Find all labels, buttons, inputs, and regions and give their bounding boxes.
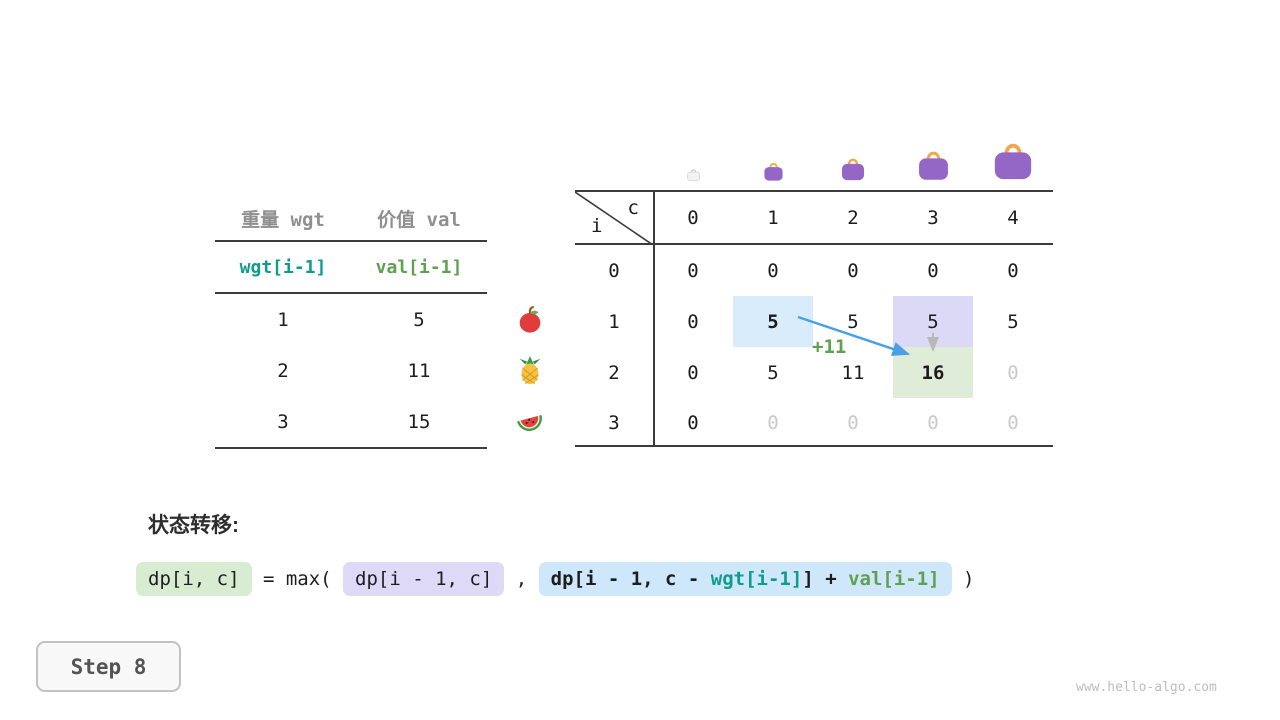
- dp-cell: 0: [927, 411, 939, 434]
- dp-cell: 0: [927, 259, 939, 282]
- item-value: 5: [413, 308, 425, 331]
- empty-bag-icon: [686, 169, 700, 182]
- dp-cell-result-highlight: 16: [893, 347, 973, 398]
- divider: [215, 240, 487, 242]
- take-val: val[i-1]: [848, 568, 940, 590]
- item-value: 15: [407, 410, 431, 433]
- comma-text: ,: [504, 568, 539, 590]
- dp-header-row: c i 0 1 2 3 4: [575, 192, 1053, 245]
- dp-cell: 0: [1007, 411, 1019, 434]
- dp-cell: 11: [841, 361, 865, 384]
- item-weight: 3: [277, 410, 289, 433]
- dp-cell: 0: [767, 259, 779, 282]
- bag-icon: [841, 158, 865, 181]
- dp-cell: 0: [687, 361, 699, 384]
- wgt-formula-label: wgt[i-1]: [239, 256, 327, 278]
- dp-col-header: 0: [687, 206, 699, 229]
- dp-row: 0 0 0 0 0 0: [575, 245, 1053, 296]
- token-dp-skip: dp[i - 1, c]: [343, 562, 505, 596]
- bag-slot-1: [733, 160, 813, 184]
- capacity-axis-label: c: [627, 197, 639, 219]
- transition-formula: dp[i, c] = max( dp[i - 1, c] , dp[i - 1,…: [136, 562, 974, 596]
- dp-cell-source-highlight: 5: [733, 296, 813, 347]
- transition-title: 状态转移:: [148, 514, 239, 537]
- bag-icon: [918, 151, 948, 180]
- dp-row: 2 0 5 11 16 0: [575, 347, 1053, 398]
- diagonal-line: [575, 192, 653, 245]
- bag-icon: [763, 162, 783, 181]
- bag-slot-2: [813, 155, 893, 184]
- item-axis-label: i: [591, 215, 603, 237]
- item-row: 3 15: [215, 396, 487, 447]
- dp-cell-skip-highlight: 5: [893, 296, 973, 347]
- items-table: 重量 wgt 价值 val wgt[i-1] val[i-1] 1 5 2 11…: [215, 196, 487, 449]
- dp-cell: 0: [687, 411, 699, 434]
- dp-col-header: 1: [767, 206, 779, 229]
- dp-row-header: 2: [608, 361, 620, 384]
- bag-slot-4: [973, 138, 1053, 184]
- items-formula-row: wgt[i-1] val[i-1]: [215, 242, 487, 292]
- dp-cell: 0: [767, 411, 779, 434]
- pineapple-icon: [519, 355, 541, 385]
- bag-slot-0: [653, 167, 733, 184]
- divider: [215, 447, 487, 449]
- bag-icon: [994, 143, 1032, 180]
- dp-cell: 0: [847, 259, 859, 282]
- dp-cell: 0: [687, 310, 699, 333]
- weight-column-header: 重量 wgt: [241, 208, 325, 231]
- dp-cell: 0: [1007, 259, 1019, 282]
- dp-row: 3 0 0 0 0 0: [575, 398, 1053, 447]
- dp-row-header: 1: [608, 310, 620, 333]
- items-table-header: 重量 wgt 价值 val: [215, 196, 487, 240]
- take-wgt: wgt[i-1]: [710, 568, 803, 590]
- item-row: 1 5: [215, 294, 487, 345]
- dp-col-header: 3: [927, 206, 939, 229]
- item-weight: 1: [277, 308, 289, 331]
- bag-slot-3: [893, 147, 973, 184]
- dp-cell: 0: [687, 259, 699, 282]
- dp-table: c i 0 1 2 3 4 0 0 0 0 0 0 1 0 5 5 5 5 2: [575, 190, 1053, 447]
- take-prefix: dp[i - 1, c -: [550, 568, 711, 590]
- close-paren-text: ): [951, 568, 975, 590]
- item-row: 2 11: [215, 345, 487, 396]
- val-formula-label: val[i-1]: [375, 256, 463, 278]
- token-dp-take: dp[i - 1, c - wgt[i-1]] + val[i-1]: [538, 562, 952, 596]
- apple-icon: [519, 305, 541, 333]
- dp-row-header: 3: [608, 411, 620, 434]
- capacity-bags-row: [575, 128, 1053, 184]
- dp-col-header: 2: [847, 206, 859, 229]
- dp-cell: 5: [1007, 310, 1019, 333]
- watermelon-icon: [517, 415, 542, 431]
- divider: [215, 292, 487, 294]
- dp-col-header: 4: [1007, 206, 1019, 229]
- take-mid: ] +: [802, 568, 849, 590]
- dp-row-header: 0: [608, 259, 620, 282]
- step-badge: Step 8: [36, 641, 181, 692]
- watermark: www.hello-algo.com: [1076, 680, 1217, 695]
- dp-cell: 5: [767, 361, 779, 384]
- dp-cell: 0: [1007, 361, 1019, 384]
- arrow-value-label: +11: [812, 336, 847, 358]
- token-dp-current: dp[i, c]: [136, 562, 252, 596]
- item-weight: 2: [277, 359, 289, 382]
- equals-max-text: = max(: [251, 568, 344, 590]
- divider: [653, 192, 655, 445]
- dp-cell: 0: [847, 411, 859, 434]
- item-value: 11: [407, 359, 431, 382]
- dp-corner-cell: c i: [575, 192, 653, 245]
- value-column-header: 价值 val: [377, 208, 461, 231]
